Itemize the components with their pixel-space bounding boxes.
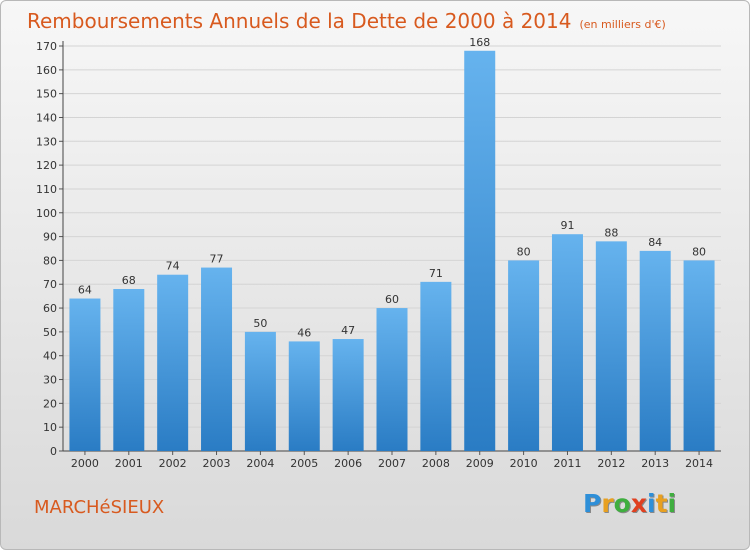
x-tick-label: 2009 [466,457,494,470]
bar-value-label: 50 [253,317,267,330]
y-tick-label: 130 [36,135,57,148]
town-name: MARCHéSIEUX [34,497,165,518]
y-tick-label: 80 [43,254,57,267]
bar [332,339,364,451]
x-tick-label: 2010 [510,457,538,470]
bar [244,331,276,451]
bar-value-label: 60 [385,293,399,306]
y-tick-label: 40 [43,350,57,363]
bar [639,250,671,451]
bar [595,241,627,451]
bar [113,289,145,451]
x-tick-label: 2004 [246,457,274,470]
bar-value-label: 68 [122,274,136,287]
bar [157,274,189,451]
bar-value-label: 168 [469,36,490,49]
y-tick-label: 90 [43,231,57,244]
chart-unit: (en milliers d'€) [579,18,666,31]
y-tick-label: 140 [36,111,57,124]
logo-letter: t [655,489,668,518]
logo-letter: i [647,489,656,518]
y-tick-label: 60 [43,302,57,315]
x-tick-label: 2002 [159,457,187,470]
bar-value-label: 84 [648,236,662,249]
bar-value-label: 64 [78,284,92,297]
bar-value-label: 46 [297,326,311,339]
bar [508,260,540,451]
bar [420,281,452,451]
y-tick-label: 170 [36,40,57,53]
bar [551,234,583,451]
y-tick-label: 50 [43,326,57,339]
bar-value-label: 80 [517,245,531,258]
bar-value-label: 88 [604,226,618,239]
bar [376,308,408,451]
y-tick-label: 70 [43,278,57,291]
x-tick-label: 2000 [71,457,99,470]
x-tick-label: 2014 [685,457,713,470]
logo-letter: x [630,489,647,518]
x-tick-label: 2011 [553,457,581,470]
logo-letter: P [583,489,602,518]
logo-letter: r [601,489,614,518]
x-tick-label: 2007 [378,457,406,470]
y-tick-label: 100 [36,207,57,220]
y-tick-label: 0 [50,445,57,458]
y-tick-label: 10 [43,421,57,434]
bar-value-label: 71 [429,267,443,280]
proxiti-logo: Proxiti [583,489,676,518]
bar-value-label: 80 [692,245,706,258]
chart-title-text: Remboursements Annuels de la Dette de 20… [27,9,572,33]
y-tick-label: 30 [43,374,57,387]
bar-value-label: 91 [560,219,574,232]
y-tick-label: 120 [36,159,57,172]
bar [69,298,101,451]
y-tick-label: 110 [36,183,57,196]
x-tick-label: 2008 [422,457,450,470]
bar [464,50,496,451]
x-tick-label: 2012 [597,457,625,470]
x-tick-label: 2003 [203,457,231,470]
bar [201,267,233,451]
bar-value-label: 74 [166,260,180,273]
logo-letter: o [613,489,631,518]
x-tick-label: 2001 [115,457,143,470]
y-tick-label: 150 [36,88,57,101]
bar-value-label: 77 [210,253,224,266]
bar-value-label: 47 [341,324,355,337]
x-tick-label: 2006 [334,457,362,470]
bar [288,341,320,451]
x-tick-label: 2013 [641,457,669,470]
logo-letter: i [667,489,677,518]
y-tick-label: 160 [36,64,57,77]
x-tick-label: 2005 [290,457,318,470]
y-tick-label: 20 [43,397,57,410]
bar [683,260,715,451]
chart-title: Remboursements Annuels de la Dette de 20… [27,9,666,33]
